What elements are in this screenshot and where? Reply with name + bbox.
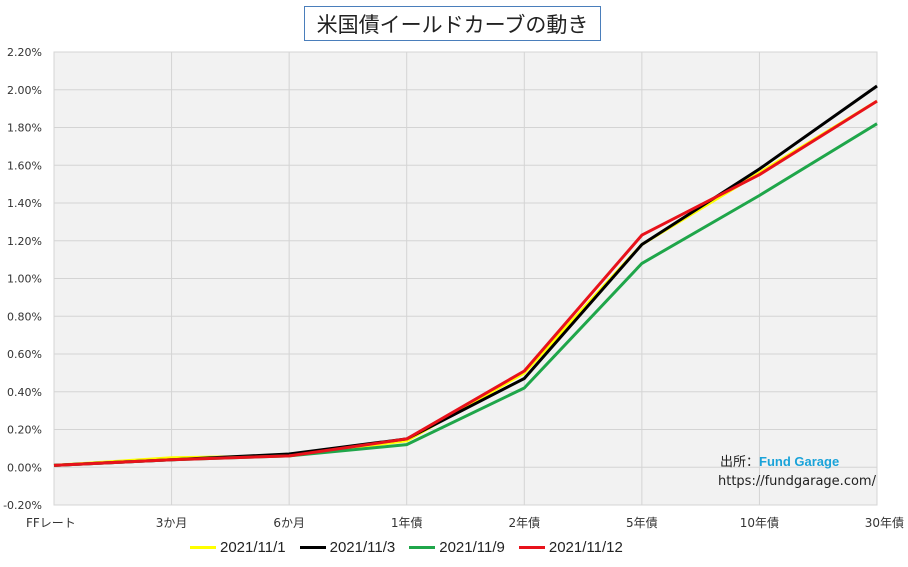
- legend-swatch: [409, 545, 436, 549]
- x-tick-label: 10年債: [740, 515, 779, 530]
- chart-title: 米国債イールドカーブの動き: [304, 6, 601, 41]
- y-tick-label: -0.20%: [3, 499, 42, 512]
- legend-label: 2021/11/9: [439, 538, 505, 556]
- legend-swatch: [518, 545, 545, 549]
- y-tick-label: 1.20%: [7, 235, 42, 248]
- gridlines: [53, 51, 878, 506]
- y-tick-label: 2.20%: [7, 46, 42, 59]
- y-tick-label: 1.60%: [7, 159, 42, 172]
- legend-item: 2021/11/3: [299, 538, 396, 556]
- x-tick-label: 3か月: [156, 516, 188, 530]
- x-tick-label: 30年債: [865, 515, 904, 530]
- legend-item: 2021/11/9: [409, 539, 505, 556]
- legend-swatch: [299, 545, 326, 549]
- legend-label: 2021/11/12: [548, 538, 623, 556]
- x-axis-ticks: FFレート 3か月 6か月 1年債 2年債 5年債 10年債 30年債: [26, 515, 904, 530]
- source-url: https://fundgarage.com/: [718, 474, 876, 489]
- legend-swatch: [190, 545, 216, 549]
- y-tick-label: 1.40%: [7, 197, 42, 210]
- y-axis-ticks: -0.20% 0.00% 0.20% 0.40% 0.60% 0.80% 1.00% 1.20…: [3, 46, 42, 512]
- y-tick-label: 1.00%: [7, 273, 42, 286]
- series-line: [53, 99, 878, 467]
- plot-border: [53, 51, 878, 506]
- series-lines: [53, 84, 878, 467]
- legend-label: 2021/11/3: [329, 538, 396, 556]
- y-tick-label: 0.80%: [7, 310, 42, 323]
- x-tick-label: 5年債: [626, 515, 658, 530]
- y-tick-label: 1.80%: [7, 122, 42, 135]
- x-tick-label: 2年債: [508, 515, 540, 530]
- y-tick-label: 0.00%: [7, 461, 42, 474]
- x-tick-label: 1年債: [391, 515, 423, 530]
- y-tick-label: 2.00%: [7, 84, 42, 97]
- y-tick-label: 0.60%: [7, 348, 42, 361]
- legend-item: 2021/11/12: [518, 538, 623, 556]
- legend-item: 2021/11/1: [190, 539, 286, 556]
- x-tick-label: 6か月: [273, 516, 305, 530]
- source-line: 出所：Fund Garage: [720, 451, 839, 470]
- legend-label: 2021/11/1: [220, 538, 286, 556]
- x-tick-label: FFレート: [26, 516, 76, 530]
- source-brand: Fund Garage: [759, 454, 840, 469]
- source-label: 出所：: [720, 455, 760, 470]
- chart-legend: 2021/11/1 2021/11/3 2021/11/9 2021/11/12: [190, 535, 637, 559]
- y-tick-label: 0.20%: [7, 424, 42, 437]
- y-tick-label: 0.40%: [7, 386, 42, 399]
